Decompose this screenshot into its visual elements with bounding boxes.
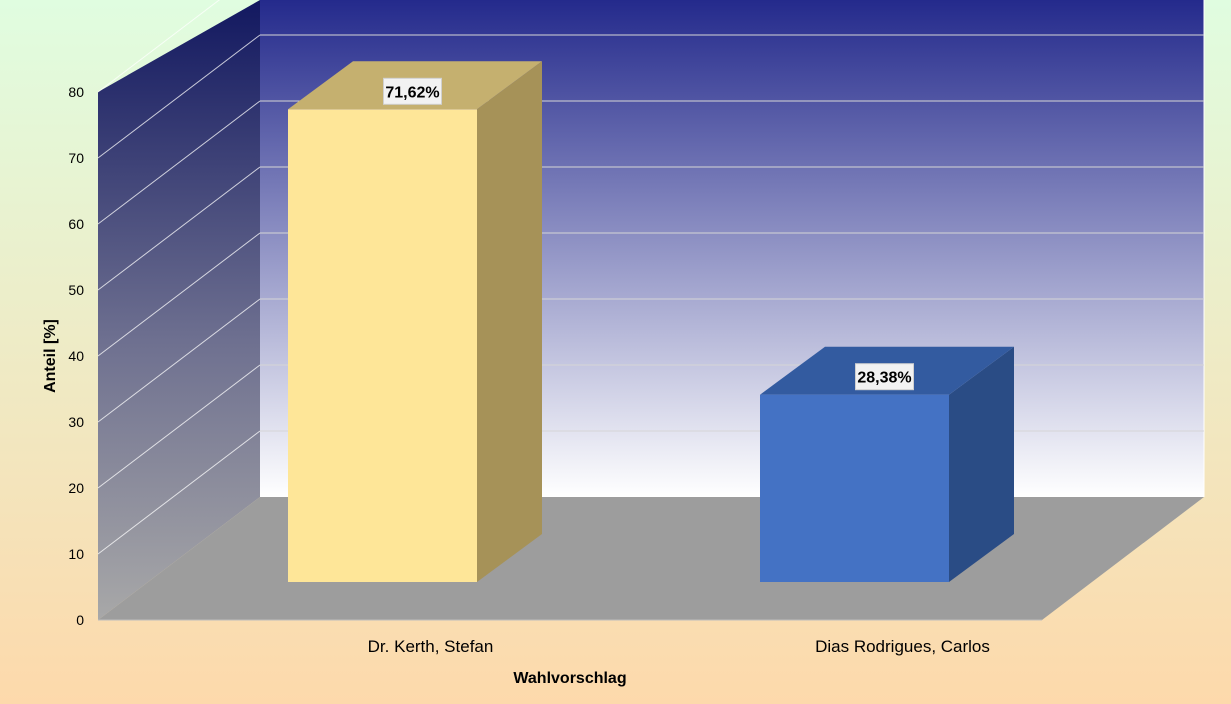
gridline-side — [97, 364, 261, 489]
data-label: 71,62% — [385, 84, 439, 101]
category-label: Dr. Kerth, Stefan — [368, 637, 494, 656]
bar-front-face — [288, 109, 477, 583]
y-tick-labels: 0 10 20 30 40 50 60 70 80 — [68, 84, 84, 628]
gridline-side — [97, 0, 220, 93]
bar-side-face — [949, 346, 1014, 582]
gridline-side — [97, 166, 261, 291]
y-tick-label: 80 — [68, 84, 84, 100]
y-tick-label: 60 — [68, 216, 84, 232]
y-tick-label: 0 — [76, 612, 84, 628]
gridline-side — [97, 100, 261, 225]
data-label: 28,38% — [857, 370, 911, 387]
category-labels: Dr. Kerth, Stefan Dias Rodrigues, Carlos — [368, 637, 990, 656]
gridline-side — [97, 232, 261, 357]
y-tick-label: 70 — [68, 150, 84, 166]
gridline-side — [97, 298, 261, 423]
gridline-side — [97, 430, 261, 555]
y-tick-label: 50 — [68, 282, 84, 298]
category-label: Dias Rodrigues, Carlos — [815, 637, 990, 656]
gridline-side — [97, 34, 261, 159]
bar-front-face — [760, 394, 949, 582]
bar-side-face — [477, 61, 542, 583]
y-tick-label: 30 — [68, 414, 84, 430]
y-tick-label: 40 — [68, 348, 84, 364]
y-tick-label: 20 — [68, 480, 84, 496]
floor — [98, 497, 1204, 620]
y-axis-title: Anteil [%] — [42, 319, 59, 393]
bars: 71,62% 28,38% — [288, 61, 1014, 583]
data-label-box — [855, 363, 914, 391]
y-tick-label: 10 — [68, 546, 84, 562]
data-label-box — [383, 77, 442, 105]
side-wall — [98, 0, 260, 620]
bar: 28,38% — [760, 346, 1014, 582]
bar: 71,62% — [288, 61, 542, 583]
x-axis-title: Wahlvorschlag — [513, 670, 626, 687]
